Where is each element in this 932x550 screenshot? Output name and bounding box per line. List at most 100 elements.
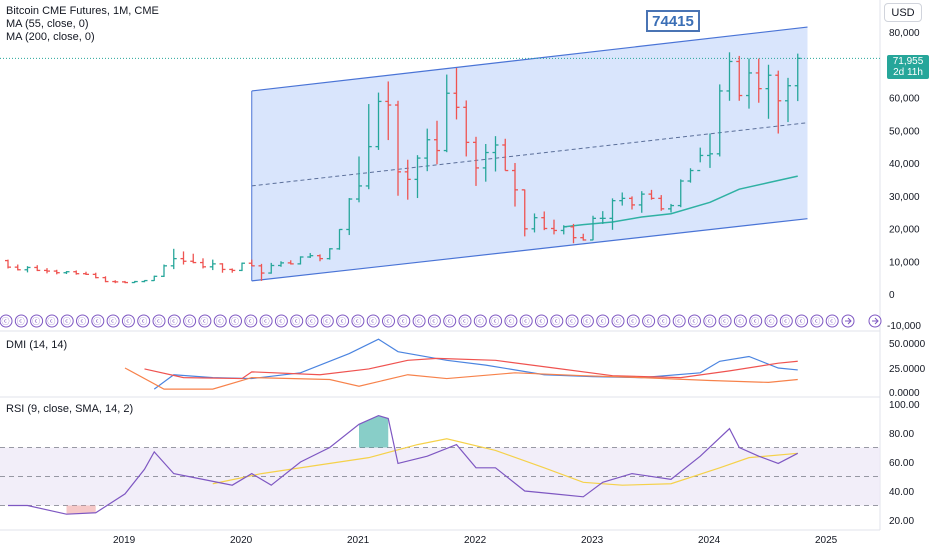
event-marker-glyph: ⓒ <box>262 317 270 326</box>
price-tick-label: 0 <box>889 290 895 301</box>
dmi-tick-label: 0.0000 <box>889 388 920 399</box>
rsi-tick-label: 40.00 <box>889 487 914 498</box>
price-tick-label: 20,000 <box>889 225 920 236</box>
event-marker-glyph: ⓒ <box>614 317 622 326</box>
event-marker-glyph: ⓒ <box>124 317 132 326</box>
event-marker-icon <box>91 314 105 328</box>
event-marker-glyph: ⓒ <box>323 317 331 326</box>
event-marker-glyph: ⓒ <box>461 317 469 326</box>
event-marker-glyph: ⓒ <box>629 317 637 326</box>
rsi-tick-label: 100.00 <box>889 400 920 411</box>
dmi-pane-label[interactable]: DMI (14, 14) <box>6 339 68 351</box>
event-marker-icon <box>489 314 503 328</box>
time-tick-label: 2022 <box>464 535 487 546</box>
event-marker-glyph: ⓒ <box>185 317 193 326</box>
rsi-ma-line <box>212 438 798 486</box>
event-marker-glyph: ⓒ <box>812 317 820 326</box>
price-tick-label: 10,000 <box>889 257 920 268</box>
dmi-line-adx <box>124 367 798 390</box>
legend-title[interactable]: Bitcoin CME Futures, 1M, CME <box>6 5 159 17</box>
event-marker-icon <box>458 314 472 328</box>
event-marker-glyph: ⓒ <box>139 317 147 326</box>
event-marker-glyph: ⓒ <box>170 317 178 326</box>
event-marker-glyph: ⓒ <box>721 317 729 326</box>
event-marker-glyph: ⓒ <box>47 317 55 326</box>
event-marker-icon <box>718 314 732 328</box>
dmi-line-minus_di <box>144 357 798 380</box>
event-marker-icon <box>60 314 74 328</box>
last-price-tag: 71,955 2d 11h <box>887 55 929 79</box>
event-marker-glyph: ⓒ <box>246 317 254 326</box>
event-marker-glyph: ⓒ <box>583 317 591 326</box>
time-tick-label: 2025 <box>815 535 838 546</box>
rsi-tick-label: 60.00 <box>889 458 914 469</box>
event-marker-glyph: ⓒ <box>384 317 392 326</box>
event-marker-icon <box>535 314 548 328</box>
currency-button[interactable]: USD <box>884 3 922 22</box>
event-marker-glyph: ⓒ <box>797 317 805 326</box>
dmi-line-plus_di <box>153 338 798 390</box>
legend-ma-200[interactable]: MA (200, close, 0) <box>6 31 95 43</box>
event-marker-glyph: ⓒ <box>63 317 71 326</box>
event-marker-icon <box>213 314 227 328</box>
event-marker-glyph: ⓒ <box>675 317 683 326</box>
event-marker-icon <box>152 314 166 328</box>
legend-ma-55[interactable]: MA (55, close, 0) <box>6 18 89 30</box>
event-marker-icon <box>397 314 411 328</box>
event-marker-icon <box>106 314 120 328</box>
dmi-tick-label: 25.0000 <box>889 364 926 375</box>
event-marker-glyph: ⓒ <box>338 317 346 326</box>
event-marker-icon <box>626 314 640 328</box>
event-marker-glyph: ⓒ <box>828 317 836 326</box>
event-marker-icon <box>611 314 625 328</box>
event-marker-glyph: ⓒ <box>78 317 86 326</box>
event-marker-glyph: ⓒ <box>491 317 499 326</box>
event-marker-icon <box>504 314 518 328</box>
event-marker-icon <box>642 314 656 328</box>
event-marker-icon <box>443 314 457 328</box>
event-marker-icon <box>14 314 28 328</box>
event-marker-glyph: ⓒ <box>155 317 163 326</box>
event-marker-icon <box>703 314 717 328</box>
event-marker-icon <box>167 314 181 328</box>
event-marker-glyph: ⓒ <box>476 317 484 326</box>
event-marker-icon <box>427 314 441 328</box>
rsi-pane-label[interactable]: RSI (9, close, SMA, 14, 2) <box>6 403 134 415</box>
rsi-tick-label: 20.00 <box>889 516 914 527</box>
channel-mid-line <box>251 122 808 187</box>
event-marker-icon <box>229 314 242 328</box>
event-marker-glyph: ⓒ <box>369 317 377 326</box>
rsi-line <box>8 414 799 515</box>
event-marker-icon <box>366 314 380 328</box>
event-marker-glyph: ⓒ <box>231 317 239 326</box>
last-price-value: 71,955 <box>892 56 924 67</box>
event-marker-icon <box>351 314 365 328</box>
event-marker-icon <box>749 314 763 328</box>
event-marker-icon <box>565 314 579 328</box>
channel-upper-line <box>251 26 808 92</box>
price-tick-label: 80,000 <box>889 28 920 39</box>
event-marker-icon <box>596 314 610 328</box>
price-tick-label: 60,000 <box>889 94 920 105</box>
event-next-arrow <box>872 317 879 325</box>
event-marker-icon <box>733 314 747 328</box>
event-marker-icon <box>0 314 13 328</box>
event-marker-icon <box>30 314 44 328</box>
event-marker-glyph: ⓒ <box>353 317 361 326</box>
event-marker-glyph: ⓒ <box>751 317 759 326</box>
event-marker-glyph: ⓒ <box>277 317 285 326</box>
event-marker-glyph: ⓒ <box>736 317 744 326</box>
event-marker-glyph: ⓒ <box>32 317 40 326</box>
event-marker-glyph: ⓒ <box>690 317 698 326</box>
event-marker-glyph: ⓒ <box>17 317 25 326</box>
price-tick-label: 50,000 <box>889 126 920 137</box>
event-marker-glyph: ⓒ <box>659 317 667 326</box>
event-marker-icon <box>810 314 824 328</box>
event-marker-icon <box>580 314 594 328</box>
event-marker-glyph: ⓒ <box>430 317 438 326</box>
price-annotation[interactable]: 74415 <box>646 10 700 32</box>
event-marker-glyph: ⓒ <box>537 317 545 326</box>
event-marker-glyph: ⓒ <box>308 317 316 326</box>
